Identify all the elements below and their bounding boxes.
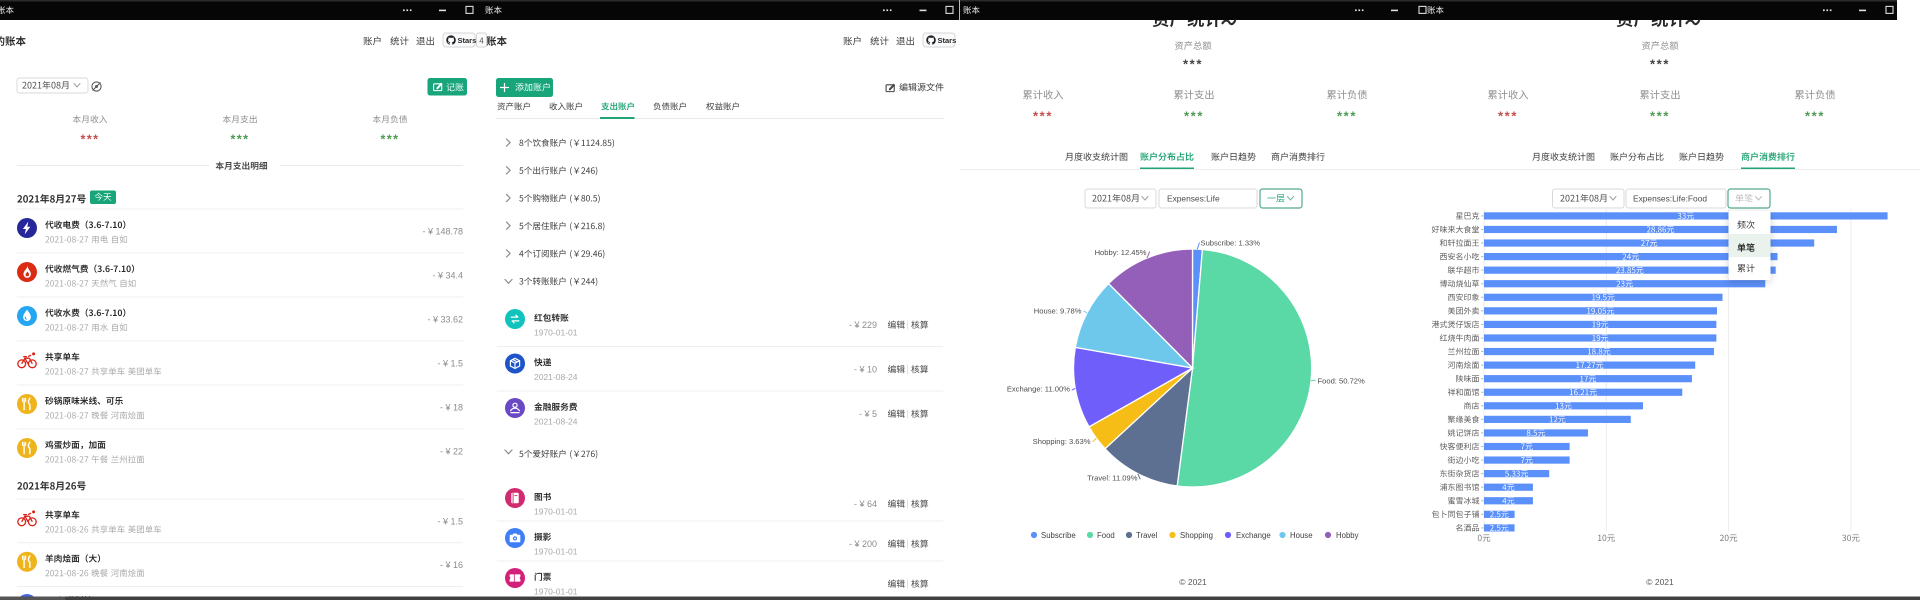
svg-text:Shopping: 3.63%: Shopping: 3.63% [1033, 437, 1091, 446]
svg-text:***: *** [380, 133, 399, 147]
svg-text:***: *** [1498, 109, 1518, 124]
svg-text:Food: 50.72%: Food: 50.72% [1318, 377, 1366, 386]
svg-text:1970-01-01: 1970-01-01 [534, 587, 578, 597]
svg-text:- ¥ 1.5: - ¥ 1.5 [437, 517, 463, 527]
svg-text:Subscribe: Subscribe [1041, 531, 1076, 540]
svg-text:1970-01-01: 1970-01-01 [534, 507, 578, 517]
svg-text:- ¥ 22: - ¥ 22 [440, 447, 463, 457]
svg-text:***: *** [1805, 109, 1825, 124]
svg-text:Expenses:Life: Expenses:Life [1167, 194, 1220, 204]
svg-text:Exchange: Exchange [1236, 531, 1271, 540]
svg-text:1970-01-01: 1970-01-01 [534, 547, 578, 557]
svg-text:- ¥ 229: - ¥ 229 [849, 320, 877, 330]
svg-text:Stars: Stars [458, 36, 477, 45]
svg-text:- ¥ 5: - ¥ 5 [859, 409, 877, 419]
svg-text:4: 4 [479, 37, 484, 46]
svg-text:***: *** [1033, 109, 1053, 124]
svg-text:***: *** [1650, 109, 1670, 124]
svg-text:Expenses:Life:Food: Expenses:Life:Food [1633, 194, 1707, 204]
svg-text:***: *** [1650, 57, 1670, 72]
svg-text:Subscribe: 1.33%: Subscribe: 1.33% [1201, 239, 1261, 248]
svg-text:***: *** [1184, 109, 1204, 124]
svg-text:- ¥ 33.62: - ¥ 33.62 [427, 315, 463, 325]
svg-text:Shopping: Shopping [1180, 531, 1213, 540]
svg-text:***: *** [1183, 57, 1203, 72]
svg-text:Stars: Stars [938, 36, 957, 45]
svg-text:© 2021: © 2021 [1179, 577, 1207, 587]
svg-text:House: 9.78%: House: 9.78% [1034, 307, 1082, 316]
svg-text:- ¥ 1.5: - ¥ 1.5 [437, 359, 463, 369]
svg-text:- ¥ 148.78: - ¥ 148.78 [422, 227, 463, 237]
svg-text:1970-01-01: 1970-01-01 [534, 328, 578, 338]
svg-text:2021-08-24: 2021-08-24 [534, 417, 578, 427]
svg-text:- ¥ 10: - ¥ 10 [854, 365, 877, 375]
svg-text:Food: Food [1097, 531, 1115, 540]
svg-text:***: *** [80, 133, 99, 147]
svg-text:Exchange: 11.00%: Exchange: 11.00% [1007, 385, 1070, 394]
svg-text:- ¥ 64: - ¥ 64 [854, 499, 877, 509]
svg-text:Travel: 11.09%: Travel: 11.09% [1087, 474, 1137, 483]
svg-text:2021-08-24: 2021-08-24 [534, 372, 578, 382]
svg-text:***: *** [1337, 109, 1357, 124]
svg-text:Hobby: Hobby [1336, 531, 1359, 540]
svg-text:Hobby: 12.45%: Hobby: 12.45% [1095, 248, 1147, 257]
svg-text:Travel: Travel [1136, 531, 1158, 540]
svg-text:- ¥ 16: - ¥ 16 [440, 560, 463, 570]
svg-text:- ¥ 200: - ¥ 200 [849, 539, 877, 549]
svg-text:- ¥ 34.4: - ¥ 34.4 [432, 271, 463, 281]
svg-text:© 2021: © 2021 [1646, 577, 1674, 587]
svg-text:- ¥ 18: - ¥ 18 [440, 403, 463, 413]
svg-text:***: *** [230, 133, 249, 147]
svg-text:House: House [1290, 531, 1313, 540]
